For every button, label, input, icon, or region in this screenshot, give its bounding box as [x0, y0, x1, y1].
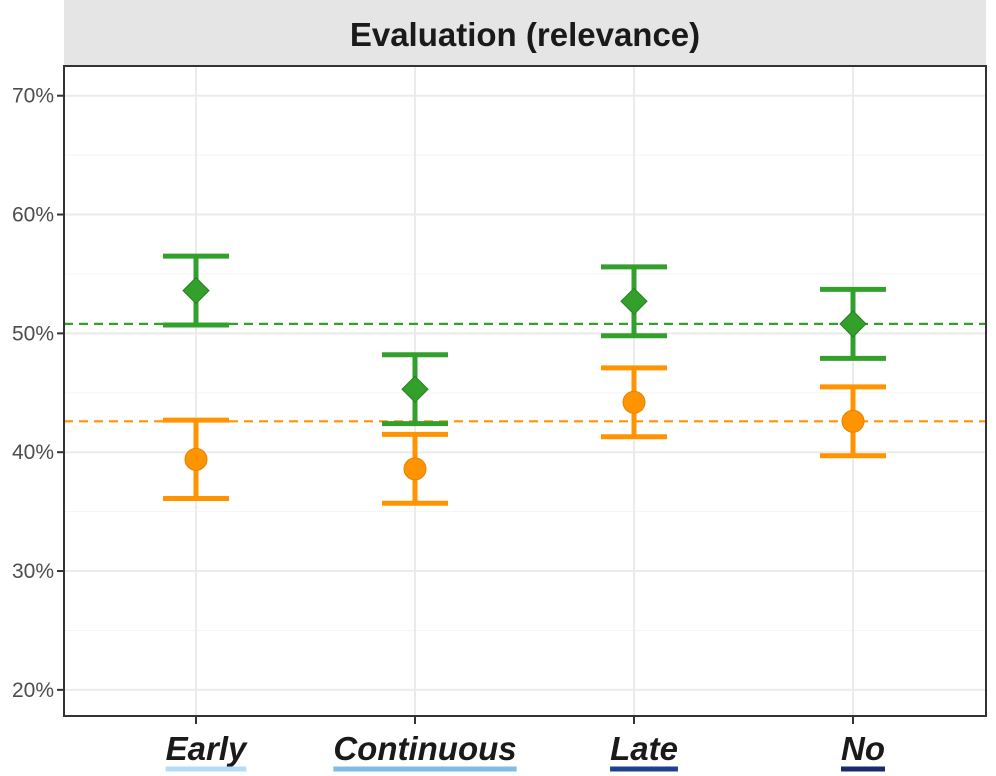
- y-tick-label: 20%: [12, 679, 54, 702]
- data-point-diamond: [839, 310, 867, 338]
- y-tick-label: 70%: [12, 85, 54, 108]
- data-point-diamond: [620, 287, 648, 315]
- facet-strip-background: [64, 0, 986, 66]
- data-point-circle: [841, 409, 865, 433]
- facet-strip: Evaluation (relevance): [64, 0, 986, 66]
- error-bars: [163, 253, 886, 506]
- x-category-label: No: [841, 730, 885, 767]
- data-point-circle: [622, 390, 646, 414]
- data-points: [182, 276, 867, 481]
- data-point-diamond: [182, 276, 210, 305]
- y-tick-label: 40%: [12, 441, 54, 464]
- plot-panel-border: [63, 65, 987, 717]
- reference-lines: [64, 322, 986, 423]
- chart-title: Evaluation (relevance): [350, 16, 700, 53]
- y-axis: 20% 30% 40% 50% 60% 70%: [12, 85, 64, 702]
- y-tick-label: 30%: [12, 560, 54, 583]
- x-axis: Early Continuous Late No: [165, 716, 885, 772]
- grid-lines: [64, 66, 986, 716]
- data-point-circle: [184, 447, 208, 471]
- x-category-label: Late: [610, 730, 678, 767]
- y-tick-label: 60%: [12, 204, 54, 227]
- data-point-diamond: [401, 375, 429, 403]
- x-category-label: Early: [166, 730, 248, 767]
- x-category-label: Continuous: [333, 730, 516, 767]
- data-point-circle: [403, 457, 427, 481]
- y-tick-label: 50%: [12, 322, 54, 345]
